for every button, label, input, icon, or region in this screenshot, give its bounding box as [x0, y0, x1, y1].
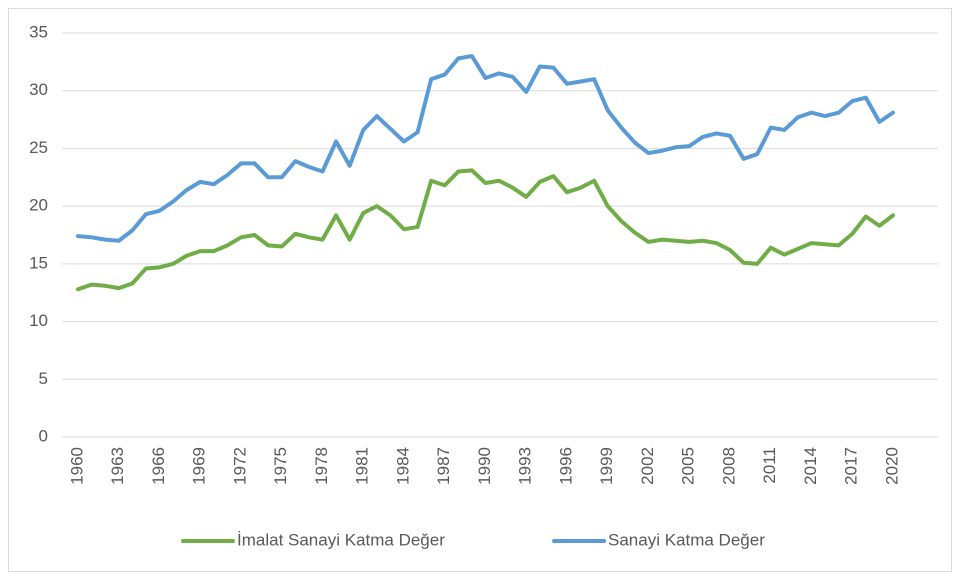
y-tick-label: 30 [29, 80, 48, 99]
x-tick-label: 2017 [842, 447, 861, 485]
x-tick-label: 1996 [556, 447, 575, 485]
y-tick-label: 15 [29, 253, 48, 272]
x-tick-label: 1963 [108, 447, 127, 485]
legend-label: İmalat Sanayi Katma Değer [237, 530, 445, 549]
x-tick-label: 1966 [149, 447, 168, 485]
y-tick-label: 35 [29, 22, 48, 41]
chart-border [8, 8, 952, 572]
x-tick-label: 2005 [679, 447, 698, 485]
x-tick-label: 1975 [271, 447, 290, 485]
x-tick-label: 2002 [638, 447, 657, 485]
x-tick-label: 1990 [475, 447, 494, 485]
x-tick-label: 1960 [67, 447, 86, 485]
y-tick-label: 0 [39, 426, 48, 445]
y-tick-label: 5 [39, 369, 48, 388]
series-line [76, 168, 895, 292]
series-line [76, 54, 895, 243]
x-tick-label: 2020 [882, 447, 901, 485]
x-tick-label: 2011 [760, 447, 779, 484]
x-tick-label: 1984 [393, 447, 412, 485]
legend-label: Sanayi Katma Değer [608, 530, 765, 549]
x-tick-label: 1987 [434, 447, 453, 485]
x-tick-label: 1981 [353, 447, 372, 485]
y-tick-label: 10 [29, 311, 48, 330]
x-tick-label: 1978 [312, 447, 331, 485]
y-tick-label: 20 [29, 196, 48, 215]
x-tick-label: 1993 [516, 447, 535, 485]
x-tick-label: 2014 [801, 447, 820, 485]
x-tick-label: 1999 [597, 447, 616, 485]
y-tick-label: 25 [29, 138, 48, 157]
x-tick-label: 2008 [719, 447, 738, 485]
x-tick-label: 1972 [230, 447, 249, 485]
x-tick-label: 1969 [190, 447, 209, 485]
